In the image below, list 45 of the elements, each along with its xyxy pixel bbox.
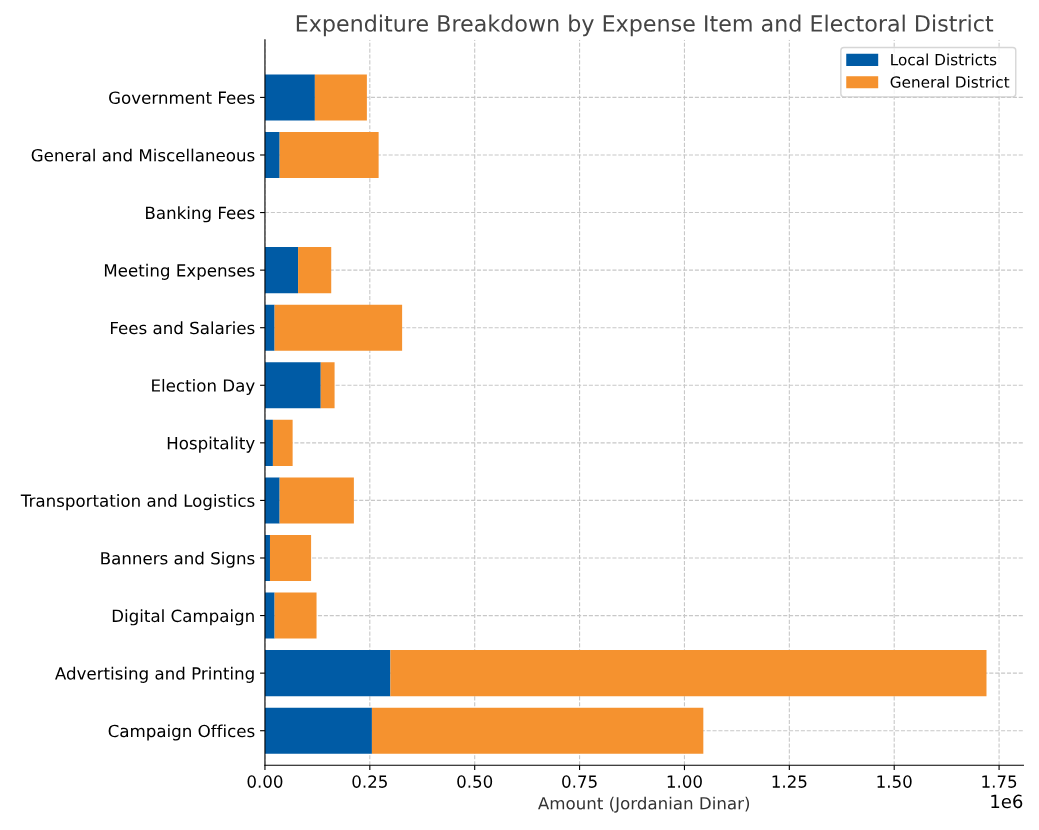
legend-label: General District — [890, 76, 1010, 88]
y-tick-label: General and Miscellaneous — [31, 148, 255, 162]
legend-label: Local Districts — [891, 53, 997, 66]
bar — [264, 131, 280, 179]
y-tick-label: Fees and Salaries — [110, 321, 255, 335]
bar — [272, 419, 293, 466]
x-tick-label: 0.75 — [562, 775, 597, 788]
x-tick-label: 1.75 — [982, 775, 1017, 788]
x-tick-label: 1.50 — [877, 775, 912, 788]
bar — [264, 650, 391, 697]
y-tick-label: Meeting Expenses — [104, 263, 255, 280]
bar — [274, 304, 403, 351]
y-tick-label: Transportation and Logistics — [20, 494, 255, 511]
y-tick-label: Banking Fees — [146, 206, 255, 223]
bar — [279, 477, 354, 524]
bar — [274, 592, 317, 639]
y-tick-label: Hospitality — [167, 436, 255, 453]
y-tick-label: Campaign Offices — [108, 724, 255, 741]
bar — [279, 131, 379, 179]
x-tick-label: 0.25 — [352, 775, 387, 788]
x-tick-label: 0.00 — [247, 775, 283, 788]
y-tick-label: Advertising and Printing — [55, 666, 254, 683]
y-tick-label: Banners and Signs — [101, 551, 255, 568]
bar — [264, 477, 280, 524]
x-tick-label: 0.50 — [457, 775, 493, 788]
bar — [371, 707, 704, 754]
bar — [264, 74, 315, 121]
bar — [264, 592, 275, 639]
bar — [264, 707, 372, 754]
bar — [264, 362, 321, 409]
bar — [314, 74, 367, 121]
y-tick-label: Digital Campaign — [112, 609, 254, 626]
y-tick-label: Government Fees — [109, 91, 255, 104]
x-tick-label: 1.00 — [667, 775, 702, 788]
bar — [264, 304, 275, 351]
bar — [390, 650, 987, 697]
chart-title: Expenditure Breakdown by Expense Item and Electoral District — [296, 14, 994, 37]
x-tick-label: 1.25 — [772, 775, 807, 788]
y-tick-label: Election Day — [152, 378, 255, 396]
bar — [264, 247, 299, 294]
x-axis-title: Amount (Jordanian Dinar) — [538, 796, 750, 813]
bar — [298, 247, 332, 294]
bar — [320, 362, 335, 409]
text: 1e6 — [991, 794, 1023, 809]
bar — [269, 534, 312, 582]
